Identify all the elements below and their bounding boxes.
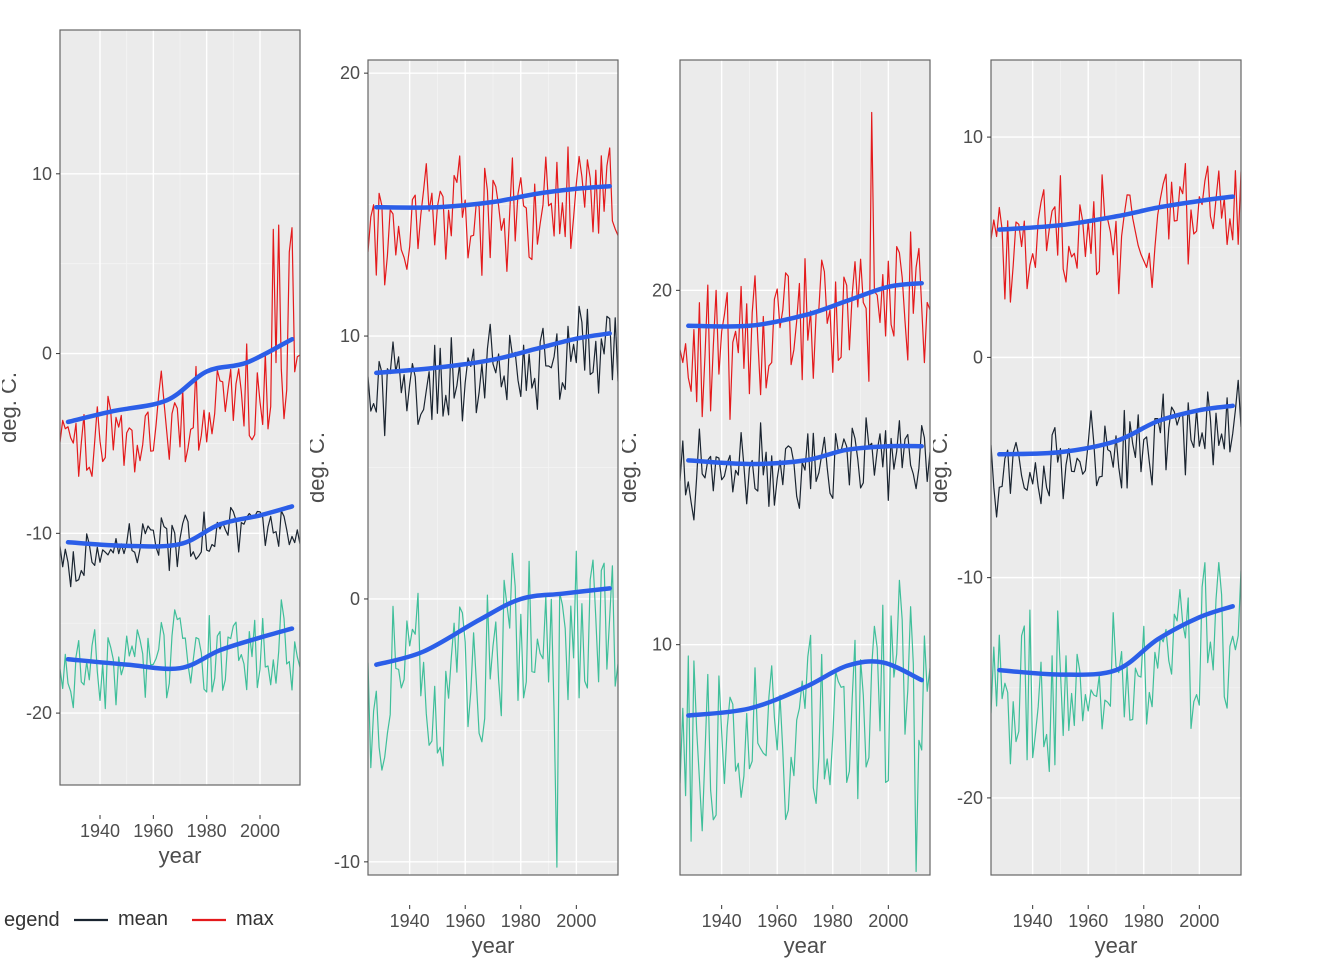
x-axis-label: year xyxy=(159,843,202,868)
y-tick-label: 10 xyxy=(340,326,360,346)
y-axis-label: deg. C. xyxy=(622,432,641,503)
chart-panel-0: -20 -10 0 10 deg. C. 1940 1960 1980 2000 year xyxy=(2,26,304,885)
y-tick-label: 0 xyxy=(350,589,360,609)
legend-item-label: max xyxy=(236,908,274,930)
chart-panel-3: -20 -10 0 10 deg. C. 1940 1960 1980 2000 year xyxy=(933,56,1245,975)
x-tick-label: 1980 xyxy=(501,911,541,931)
y-tick-label: 0 xyxy=(973,347,983,367)
x-tick-label: 2000 xyxy=(1179,911,1219,931)
x-tick-label: 1960 xyxy=(133,821,173,841)
x-tick-label: 1940 xyxy=(80,821,120,841)
x-tick-label: 1940 xyxy=(1013,911,1053,931)
y-tick-label: -20 xyxy=(957,788,983,808)
y-tick-label: -10 xyxy=(334,852,360,872)
x-tick-label: 2000 xyxy=(240,821,280,841)
y-tick-label: -10 xyxy=(957,568,983,588)
x-axis-label: year xyxy=(472,933,515,958)
x-tick-label: 1960 xyxy=(757,911,797,931)
legend-title: egend xyxy=(4,909,60,931)
chart-panel-2: 10 20 deg. C. 1940 1960 1980 2000 year xyxy=(622,56,934,975)
legend-item-label: mean xyxy=(118,908,168,930)
legend: egend mean max xyxy=(0,900,350,940)
x-tick-label: 1980 xyxy=(813,911,853,931)
x-tick-label: 1960 xyxy=(445,911,485,931)
x-tick-label: 2000 xyxy=(556,911,596,931)
x-tick-label: 2000 xyxy=(868,911,908,931)
y-tick-label: 10 xyxy=(963,127,983,147)
x-tick-label: 1960 xyxy=(1068,911,1108,931)
y-tick-label: -10 xyxy=(26,523,52,543)
x-axis-label: year xyxy=(784,933,827,958)
y-axis-label: deg. C. xyxy=(933,432,952,503)
x-tick-label: 1980 xyxy=(187,821,227,841)
x-tick-label: 1940 xyxy=(390,911,430,931)
chart-panel-1: -10 0 10 20 deg. C. 1940 1960 1980 2000 year xyxy=(310,56,622,975)
y-tick-label: 10 xyxy=(652,635,672,655)
y-tick-label: -20 xyxy=(26,703,52,723)
y-tick-label: 10 xyxy=(32,164,52,184)
x-axis-label: year xyxy=(1095,933,1138,958)
x-tick-label: 1980 xyxy=(1124,911,1164,931)
y-axis-label: deg. C. xyxy=(310,432,329,503)
y-tick-label: 20 xyxy=(652,280,672,300)
y-axis-label: deg. C. xyxy=(2,372,21,443)
x-tick-label: 1940 xyxy=(702,911,742,931)
figure-root: -20 -10 0 10 deg. C. 1940 1960 1980 2000 year -10 0… xyxy=(0,0,1344,960)
y-tick-label: 0 xyxy=(42,344,52,364)
y-tick-label: 20 xyxy=(340,63,360,83)
